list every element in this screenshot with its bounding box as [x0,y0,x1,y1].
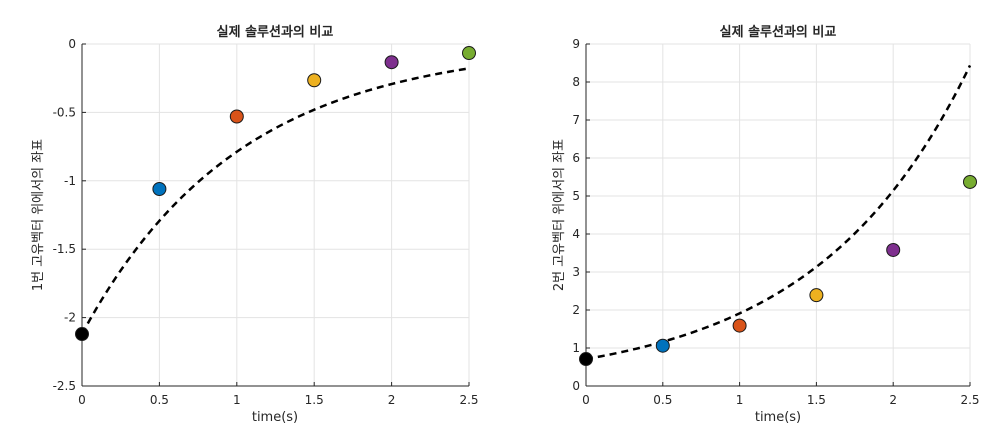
y-tick-label: 1 [572,341,580,355]
true-solution-line [80,67,470,335]
data-point-0 [75,327,89,342]
x-tick-label: 0.5 [150,393,169,407]
y-tick-label: 7 [572,113,580,127]
data-point-2 [229,109,244,124]
true-solution-curve-1 [80,67,470,335]
data-point-2 [732,318,747,333]
y-axis-label-2: 2번 고유벡터 위에서의 좌표 [552,139,567,291]
subplot-1: 0 0.5 1 1.5 2 2.5 -2.5 -2 -1.5 -1 -0.5 0 실제 솔루션과의 비… [31,24,479,425]
plot-area-2 [586,44,970,386]
x-tick-label: 0 [582,393,590,407]
x-tick-label: 2.5 [960,393,979,407]
grid-2 [585,43,971,387]
chart-title-2: 실제 솔루션과의 비교 [720,24,837,40]
data-points-1 [75,46,476,342]
data-point-3 [809,288,824,303]
x-tick-label: 1 [233,393,241,407]
y-tick-label: 9 [572,37,580,51]
x-tick-label: 2 [388,393,396,407]
x-tick-label: 1.5 [807,393,826,407]
data-point-1 [655,338,670,353]
y-tick-label: -2 [64,311,76,325]
y-tick-label: 3 [572,265,580,279]
data-point-1 [152,182,167,197]
data-point-3 [307,73,322,88]
data-point-5 [963,174,977,189]
y-tick-label: 6 [572,151,580,165]
x-tick-label: 0.5 [653,393,672,407]
y-tick-label: -0.5 [53,105,76,119]
data-point-5 [462,46,476,61]
true-solution-curve-2 [585,64,972,361]
axes-box-2 [585,43,971,387]
x-tick-label: 0 [78,393,86,407]
true-solution-line [585,64,972,361]
data-points-2 [579,174,977,367]
y-tick-label: 5 [572,189,580,203]
x-tick-label: 1 [736,393,744,407]
y-tick-label: 2 [572,303,580,317]
subplot-2: 0 0.5 1 1.5 2 2.5 0 1 2 3 4 5 6 7 8 9 실제 솔루션과의 비교 time(… [552,24,980,425]
y-tick-label: -2.5 [53,379,76,393]
tick-labels-2: 0 0.5 1 1.5 2 2.5 0 1 2 3 4 5 6 7 8 9 [572,37,979,407]
y-tick-label: -1.5 [53,242,76,256]
y-tick-label: 8 [572,75,580,89]
data-point-4 [886,242,901,257]
x-axis-label-2: time(s) [755,410,801,425]
y-axis-label-1: 1번 고유벡터 위에서의 좌표 [31,139,46,291]
data-point-4 [384,55,399,70]
y-tick-label: 4 [572,227,580,241]
chart-title-1: 실제 솔루션과의 비교 [217,24,334,40]
data-point-0 [579,352,593,367]
x-axis-label-1: time(s) [252,410,298,425]
y-tick-label: 0 [572,379,580,393]
x-tick-label: 2 [889,393,897,407]
tick-labels-1: 0 0.5 1 1.5 2 2.5 -2.5 -2 -1.5 -1 -0.5 0 [53,37,479,407]
plot-area-1 [82,44,469,386]
x-tick-label: 1.5 [305,393,324,407]
y-tick-label: -1 [64,174,76,188]
x-tick-label: 2.5 [459,393,478,407]
y-tick-label: 0 [68,37,76,51]
